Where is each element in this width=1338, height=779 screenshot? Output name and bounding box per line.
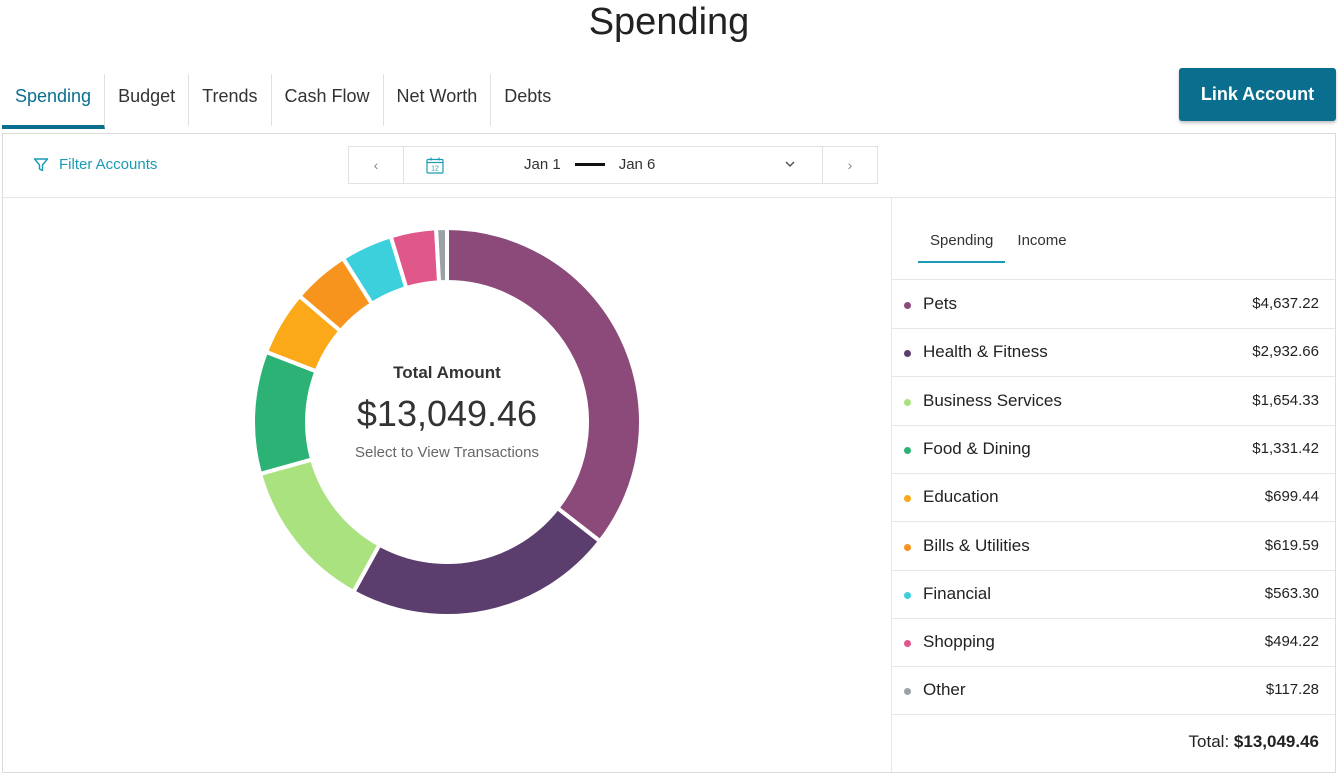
donut-slice-food-dining[interactable] [251, 349, 320, 477]
total-amount-label: Total Amount [393, 363, 501, 382]
category-name: Food & Dining [923, 438, 1031, 458]
category-name: Business Services [923, 390, 1062, 410]
tab-budget[interactable]: Budget [105, 74, 190, 126]
spending-panel: Filter Accounts ‹ 12 Jan 1 Jan 6 [2, 133, 1336, 773]
category-name: Health & Fitness [923, 342, 1048, 362]
date-range: Jan 1 Jan 6 [524, 156, 655, 173]
side-tab-income[interactable]: Income [1017, 232, 1067, 249]
date-range-separator [574, 163, 605, 166]
tab-trends[interactable]: Trends [189, 74, 272, 126]
donut-chart-area: Total Amount $13,049.46 Select to View T… [3, 197, 891, 772]
category-name: Education [923, 487, 999, 507]
chevron-right-icon: › [847, 157, 853, 173]
category-amount: $2,932.66 [1252, 343, 1319, 361]
donut-slice-health-fitness[interactable] [350, 505, 603, 618]
category-name: Financial [923, 583, 992, 603]
category-amount: $117.28 [1265, 681, 1319, 699]
category-row[interactable]: Health & Fitness $2,932.66 [892, 328, 1335, 378]
chevron-left-icon: ‹ [373, 157, 379, 173]
category-amount: $563.30 [1264, 584, 1319, 602]
calendar-icon: 12 [426, 157, 444, 174]
category-name: Pets [923, 294, 958, 313]
donut-slice-pets[interactable] [445, 225, 643, 545]
end-date: Jan 6 [618, 156, 656, 173]
total-prefix: Total: [1188, 732, 1230, 751]
toolbar: Filter Accounts ‹ 12 Jan 1 Jan 6 [3, 134, 1335, 198]
start-date: Jan 1 [524, 156, 561, 173]
main-tabs: Spending Budget Trends Cash Flow Net Wor… [2, 74, 564, 129]
category-row[interactable]: Shopping $494.22 [892, 618, 1335, 668]
calendar-icon-day: 12 [431, 166, 439, 173]
prev-period-button[interactable]: ‹ [349, 147, 404, 183]
category-name: Bills & Utilities [923, 535, 1030, 555]
side-tab-spending[interactable]: Spending [918, 232, 1006, 263]
category-color-dot [904, 543, 911, 551]
category-row[interactable]: Bills & Utilities $619.59 [892, 522, 1335, 571]
link-account-button[interactable]: Link Account [1179, 68, 1336, 121]
category-amount: $1,654.33 [1252, 391, 1319, 409]
date-range-control: ‹ 12 Jan 1 Jan 6 [348, 146, 878, 184]
next-period-button[interactable]: › [822, 147, 877, 183]
tab-cash-flow[interactable]: Cash Flow [272, 74, 384, 126]
category-amount: $494.22 [1264, 633, 1319, 651]
category-color-dot [904, 688, 911, 696]
category-amount: $699.44 [1264, 488, 1319, 506]
spending-donut-chart [251, 225, 643, 618]
category-amount: $1,331.42 [1252, 439, 1319, 457]
category-color-dot [904, 591, 911, 599]
tab-debts[interactable]: Debts [504, 86, 552, 106]
page-title: Spending [588, 1, 750, 43]
total-value: $13,049.46 [1233, 732, 1319, 751]
category-row[interactable]: Education $699.44 [892, 473, 1335, 523]
category-color-dot [904, 640, 911, 648]
tab-spending[interactable]: Spending [2, 74, 106, 129]
filter-icon [33, 157, 49, 171]
panel-divider [891, 197, 892, 772]
total-amount-value: $13,049.46 [356, 393, 538, 434]
tab-net-worth[interactable]: Net Worth [384, 74, 492, 126]
category-name: Other [923, 680, 966, 700]
category-row[interactable]: Other $117.28 [892, 666, 1335, 716]
category-row[interactable]: Food & Dining $1,331.42 [892, 425, 1335, 474]
date-range-picker[interactable]: 12 Jan 1 Jan 6 [404, 147, 822, 183]
category-amount: $619.59 [1264, 536, 1319, 554]
side-tabs: Spending Income [918, 232, 1079, 263]
category-row[interactable]: Financial $563.30 [892, 570, 1335, 619]
category-color-dot [904, 350, 911, 358]
donut-slice-business-services[interactable] [257, 457, 383, 595]
category-amount: $4,637.22 [1252, 295, 1319, 312]
category-color-dot [904, 302, 911, 309]
category-color-dot [904, 398, 911, 406]
donut-slice-other[interactable] [433, 225, 449, 285]
category-row[interactable]: Business Services $1,654.33 [892, 377, 1335, 426]
filter-accounts-button[interactable]: Filter Accounts [33, 156, 157, 173]
category-color-dot [904, 446, 911, 454]
category-row[interactable]: Pets $4,637.22 [892, 280, 1335, 329]
category-name: Shopping [923, 632, 995, 652]
category-color-dot [904, 495, 911, 503]
spending-total: Total: $13,049.46 [1189, 732, 1319, 752]
select-to-view-hint: Select to View Transactions [355, 444, 539, 461]
filter-accounts-label: Filter Accounts [59, 156, 158, 173]
chevron-down-icon [785, 161, 795, 168]
category-list-panel: Spending Income Pets $4,637.22 Health & Fi… [892, 197, 1335, 772]
side-tabs-separator [892, 279, 1335, 280]
